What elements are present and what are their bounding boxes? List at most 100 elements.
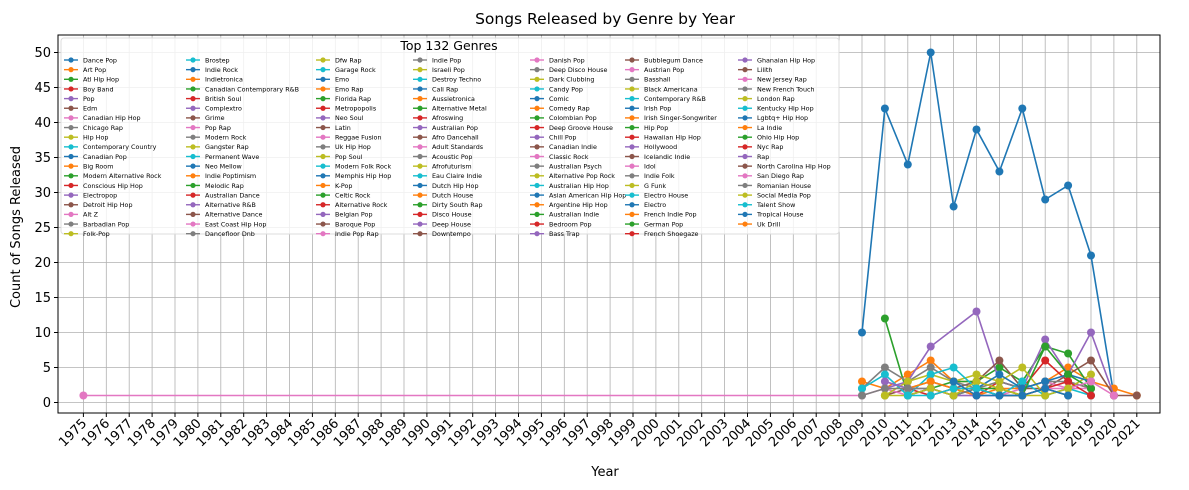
legend-entry: Contemporary Country — [64, 143, 157, 151]
legend-entry: Latin — [316, 124, 351, 132]
legend-marker — [742, 153, 748, 160]
legend-label: Neo Soul — [335, 114, 364, 122]
y-tick-label: 40 — [34, 116, 51, 131]
data-point — [1064, 181, 1073, 190]
data-point — [880, 370, 889, 379]
legend-entry: Emo Rap — [316, 85, 363, 93]
legend-label: Danish Pop — [549, 56, 585, 64]
y-axis-label: Count of Songs Released — [9, 146, 24, 308]
legend-entry: Folk-Pop — [64, 230, 110, 238]
legend-marker — [320, 221, 326, 227]
legend-label: East Coast Hip Hop — [205, 220, 266, 228]
legend-marker — [417, 144, 423, 150]
legend-entry: Adult Standards — [413, 143, 484, 151]
data-point — [880, 384, 889, 393]
legend-label: Canadian Pop — [83, 153, 127, 161]
legend-entry: Irish Singer-Songwriter — [625, 114, 717, 122]
series-lines — [79, 48, 1141, 400]
legend-marker — [190, 163, 196, 169]
legend-marker — [417, 211, 423, 217]
legend-entry: British Soul — [186, 95, 241, 103]
data-point — [903, 384, 912, 393]
legend-marker — [629, 182, 635, 189]
series-path — [861, 52, 1115, 396]
y-tick-label: 10 — [34, 326, 51, 341]
data-point — [903, 370, 912, 379]
legend-marker — [320, 231, 326, 237]
legend-marker — [417, 182, 423, 189]
legend-label: Alternative R&B — [205, 201, 256, 209]
legend-label: Ohio Hip Hop — [757, 134, 799, 142]
legend-label: British Soul — [205, 95, 241, 103]
legend-label: Hip Pop — [644, 124, 668, 132]
legend-marker — [320, 163, 326, 169]
legend-label: Big Room — [83, 162, 113, 170]
data-point — [880, 391, 889, 400]
legend-marker — [534, 173, 540, 179]
legend-entry: Chill Pop — [530, 134, 576, 142]
legend-marker — [742, 105, 748, 111]
legend-marker — [629, 153, 635, 160]
legend-entry: Afrofuturism — [413, 162, 472, 170]
legend-entry: Dutch House — [413, 191, 473, 199]
legend-label: Alternative Pop Rock — [549, 172, 615, 180]
legend-entry: Hip Pop — [625, 124, 668, 132]
legend-label: Dancefloor Dnb — [205, 230, 255, 238]
legend-entry: German Pop — [625, 220, 683, 228]
legend-label: North Carolina Hip Hop — [757, 162, 831, 170]
legend-entry: Dirty South Rap — [413, 201, 483, 209]
legend-label: Bedroom Pop — [549, 220, 592, 228]
legend-entry: Nyc Rap — [738, 143, 783, 151]
data-point — [858, 377, 866, 386]
legend-entry: Neo Soul — [316, 114, 364, 122]
legend-marker — [320, 86, 326, 92]
legend-entry: Pop — [64, 95, 95, 103]
legend-marker — [68, 115, 74, 121]
legend-entry: Destroy Techno — [413, 76, 481, 84]
legend-marker — [417, 57, 423, 63]
legend-entry: Comic — [530, 95, 569, 103]
legend-label: Ghanaian Hip Hop — [757, 56, 815, 64]
legend-marker — [320, 144, 326, 150]
legend-label: Australian Indie — [549, 211, 599, 219]
data-point — [1064, 384, 1073, 393]
legend-marker — [320, 134, 326, 140]
legend-marker — [742, 86, 748, 92]
legend-label: Edm — [83, 105, 97, 113]
legend-entry: Dance Pop — [64, 56, 117, 64]
legend-entry: Afro Dancehall — [413, 134, 479, 142]
legend-label: Nyc Rap — [757, 143, 783, 151]
legend-marker — [742, 211, 748, 217]
legend-label: New French Touch — [757, 85, 815, 93]
data-point — [1018, 104, 1027, 113]
legend-marker — [534, 192, 540, 198]
legend-entry: Modern Folk Rock — [316, 162, 391, 170]
legend-marker — [742, 144, 748, 150]
legend-marker — [629, 124, 635, 131]
legend-marker — [320, 153, 326, 160]
legend-entry: Canadian Pop — [64, 153, 127, 161]
legend-marker — [190, 173, 196, 179]
legend-entry: Memphis Hip Hop — [316, 172, 391, 180]
legend-label: Hawaiian Hip Hop — [644, 134, 701, 142]
legend-marker — [534, 134, 540, 140]
data-point — [1018, 363, 1027, 372]
legend-marker — [629, 163, 635, 169]
legend-marker — [629, 144, 635, 150]
legend-marker — [190, 57, 196, 63]
legend-marker — [742, 182, 748, 189]
legend-entry: Melodic Rap — [186, 182, 244, 190]
legend-marker — [190, 124, 196, 131]
legend-entry: Deep Disco House — [530, 66, 607, 74]
legend-label: Barbadian Pop — [83, 220, 129, 228]
legend-marker — [68, 231, 74, 237]
legend-entry: Brostep — [186, 56, 230, 64]
legend-entry: Electro House — [625, 191, 688, 199]
data-point — [1041, 391, 1050, 400]
legend-marker — [629, 202, 635, 208]
legend-label: Afroswing — [432, 114, 463, 122]
legend-label: Deep House — [432, 220, 471, 228]
legend-marker — [534, 163, 540, 169]
legend-entry: Alternative R&B — [186, 201, 256, 209]
legend-marker — [534, 182, 540, 189]
